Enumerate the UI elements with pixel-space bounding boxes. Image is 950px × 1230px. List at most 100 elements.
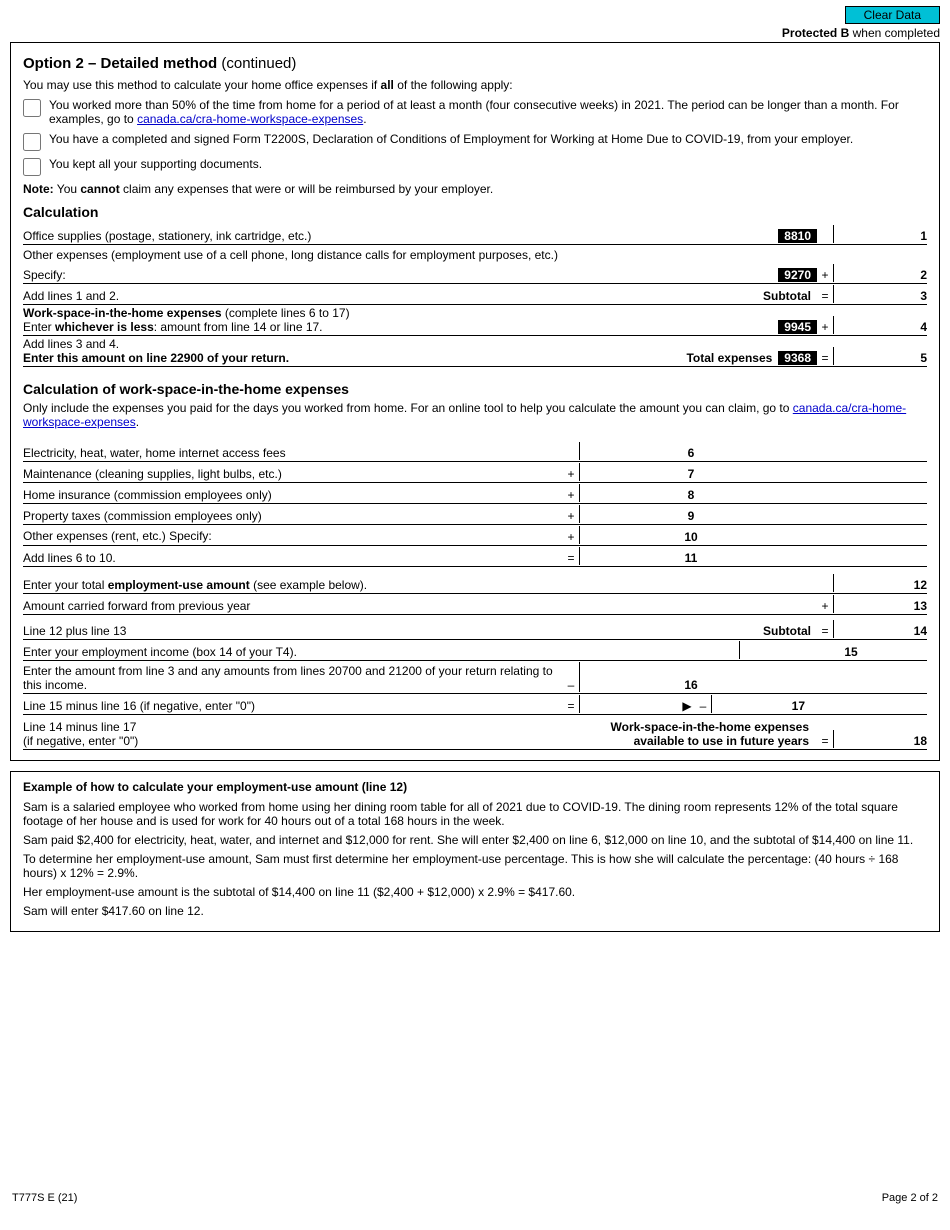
line-15-desc: Enter your employment income (box 14 of … <box>23 645 723 659</box>
top-bar: Clear Data <box>10 6 940 24</box>
line-4-desc: Work-space-in-the-home expenses (complet… <box>23 306 778 334</box>
line-1-amount[interactable] <box>833 225 903 243</box>
line-9: Property taxes (commission employees onl… <box>23 504 927 525</box>
condition-3-checkbox[interactable] <box>23 158 41 176</box>
condition-2: You have a completed and signed Form T22… <box>23 132 927 151</box>
line-4-num: 4 <box>903 320 927 334</box>
line-14-amount[interactable] <box>833 620 903 638</box>
example-box: Example of how to calculate your employm… <box>10 771 940 932</box>
line-10-specify-input[interactable] <box>216 529 563 544</box>
line-12-num: 12 <box>903 578 927 592</box>
line-11: Add lines 6 to 10. = 11 <box>23 546 927 567</box>
workspace-link-1[interactable]: canada.ca/cra-home-workspace-expenses <box>137 112 363 126</box>
note-row: Note: You cannot claim any expenses that… <box>23 182 927 196</box>
condition-2-checkbox[interactable] <box>23 133 41 151</box>
line-6-num: 6 <box>679 446 703 460</box>
line-13: Amount carried forward from previous yea… <box>23 594 927 615</box>
tag-9945: 9945 <box>778 320 817 334</box>
arrow-icon: ▶ <box>679 699 695 713</box>
example-p1: Sam is a salaried employee who worked fr… <box>23 800 927 828</box>
line-10-desc: Other expenses (rent, etc.) Specify: <box>23 529 212 544</box>
line-1-desc: Office supplies (postage, stationery, in… <box>23 229 778 243</box>
tag-9368: 9368 <box>778 351 817 365</box>
line-14-desc: Line 12 plus line 13 <box>23 624 763 638</box>
line-3-desc: Add lines 1 and 2. <box>23 289 763 303</box>
form-id: T777S E (21) <box>12 1192 77 1204</box>
line-18-right: Work-space-in-the-home expensesavailable… <box>611 720 818 748</box>
line-5: Add lines 3 and 4. Enter this amount on … <box>23 336 927 367</box>
clear-data-button[interactable]: Clear Data <box>845 6 940 24</box>
line-18-amount[interactable] <box>833 730 903 748</box>
line-11-amount[interactable] <box>579 547 679 565</box>
line-18: Line 14 minus line 17(if negative, enter… <box>23 719 927 750</box>
example-p2: Sam paid $2,400 for electricity, heat, w… <box>23 833 927 847</box>
line-7-num: 7 <box>679 467 703 481</box>
line-9-amount[interactable] <box>579 505 679 523</box>
example-title: Example of how to calculate your employm… <box>23 780 927 794</box>
line-17: Line 15 minus line 16 (if negative, ente… <box>23 694 927 715</box>
line-1: Office supplies (postage, stationery, in… <box>23 224 927 245</box>
option2-box: Option 2 – Detailed method (continued) Y… <box>10 42 940 761</box>
line-4: Work-space-in-the-home expenses (complet… <box>23 305 927 336</box>
line-10-amount[interactable] <box>579 526 679 544</box>
line-17-amount-a[interactable] <box>579 695 679 713</box>
condition-1-text: You worked more than 50% of the time fro… <box>49 98 927 126</box>
line-5-num: 5 <box>903 351 927 365</box>
line-8: Home insurance (commission employees onl… <box>23 483 927 504</box>
condition-3: You kept all your supporting documents. <box>23 157 927 176</box>
condition-1-checkbox[interactable] <box>23 99 41 117</box>
tag-9270: 9270 <box>778 268 817 282</box>
line-15-num: 15 <box>839 645 863 659</box>
line-2-num: 2 <box>903 268 927 282</box>
line-15: Enter your employment income (box 14 of … <box>23 640 927 661</box>
example-p4: Her employment-use amount is the subtota… <box>23 885 927 899</box>
line-7-desc: Maintenance (cleaning supplies, light bu… <box>23 467 563 481</box>
line-10: Other expenses (rent, etc.) Specify: + 1… <box>23 525 927 546</box>
line-5-amount[interactable] <box>833 347 903 365</box>
line-10-num: 10 <box>679 530 703 544</box>
line-2-desc: Other expenses (employment use of a cell… <box>23 248 817 262</box>
line-3-num: 3 <box>903 289 927 303</box>
tag-8810: 8810 <box>778 229 817 243</box>
line-4-amount[interactable] <box>833 316 903 334</box>
protected-row: Protected B when completed <box>10 26 940 40</box>
line-7: Maintenance (cleaning supplies, light bu… <box>23 462 927 483</box>
line-6: Electricity, heat, water, home internet … <box>23 441 927 462</box>
line-13-desc: Amount carried forward from previous yea… <box>23 599 817 613</box>
line-18-num: 18 <box>903 734 927 748</box>
option2-title: Option 2 – Detailed method (continued) <box>23 55 927 72</box>
workspace-title: Calculation of work-space-in-the-home ex… <box>23 381 927 397</box>
line-8-num: 8 <box>679 488 703 502</box>
line-1-num: 1 <box>903 229 927 243</box>
line-14-num: 14 <box>903 624 927 638</box>
line-2-amount[interactable] <box>833 264 903 282</box>
example-p3: To determine her employment-use amount, … <box>23 852 927 880</box>
line-18-left: Line 14 minus line 17(if negative, enter… <box>23 720 138 748</box>
page-footer: T777S E (21) Page 2 of 2 <box>10 1192 940 1204</box>
line-17-amount-b[interactable] <box>711 695 781 713</box>
line-3-subtotal: Subtotal <box>763 289 817 303</box>
line-16-num: 16 <box>679 678 703 692</box>
line-9-num: 9 <box>679 509 703 523</box>
line-2-specify-input[interactable] <box>70 267 779 282</box>
line-14-subtotal: Subtotal <box>763 624 817 638</box>
line-6-amount[interactable] <box>579 442 679 460</box>
line-2-specify-label: Specify: <box>23 268 66 282</box>
line-14: Line 12 plus line 13 Subtotal = 14 <box>23 619 927 640</box>
line-3-amount[interactable] <box>833 285 903 303</box>
line-6-desc: Electricity, heat, water, home internet … <box>23 446 563 460</box>
line-13-amount[interactable] <box>833 595 903 613</box>
condition-1: You worked more than 50% of the time fro… <box>23 98 927 126</box>
line-3: Add lines 1 and 2. Subtotal = 3 <box>23 284 927 305</box>
line-8-amount[interactable] <box>579 484 679 502</box>
line-15-amount[interactable] <box>739 641 839 659</box>
workspace-intro: Only include the expenses you paid for t… <box>23 401 927 429</box>
line-2-desc-row: Other expenses (employment use of a cell… <box>23 245 927 263</box>
line-12: Enter your total employment-use amount (… <box>23 573 927 594</box>
line-2: Specify: 9270 + 2 <box>23 263 927 284</box>
line-16-amount[interactable] <box>579 662 679 692</box>
line-12-amount[interactable] <box>833 574 903 592</box>
line-7-amount[interactable] <box>579 463 679 481</box>
line-5-desc: Add lines 3 and 4. Enter this amount on … <box>23 337 686 365</box>
line-8-desc: Home insurance (commission employees onl… <box>23 488 563 502</box>
